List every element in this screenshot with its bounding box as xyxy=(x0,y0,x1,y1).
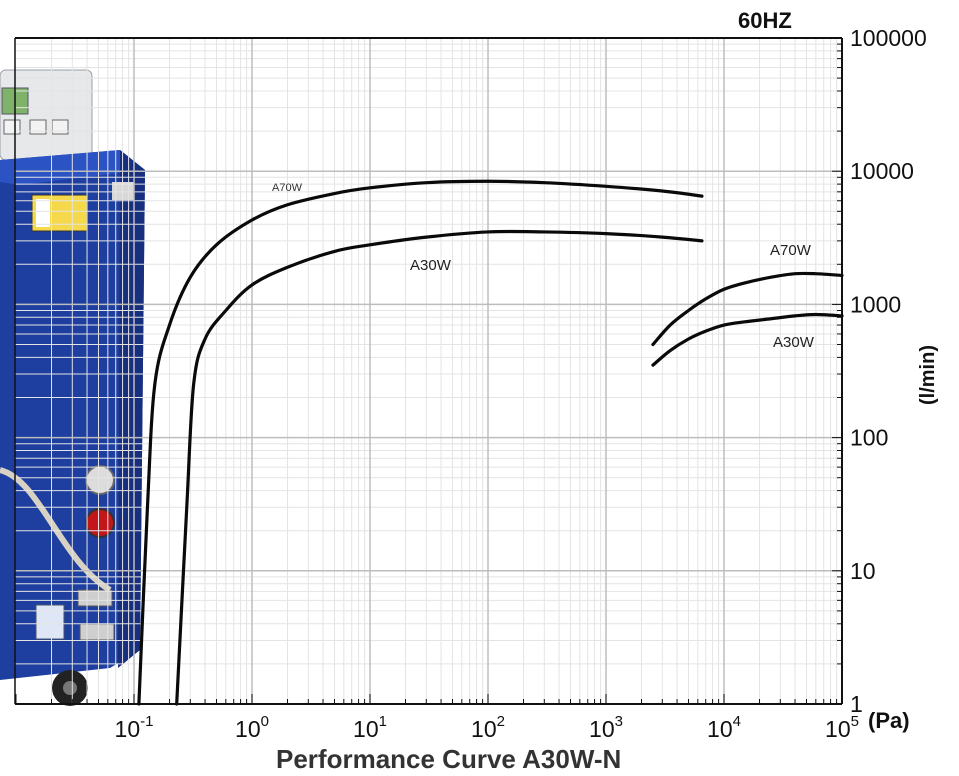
series-line-0-a70w xyxy=(137,179,704,706)
series-label-a30w-high: A30W xyxy=(773,334,815,351)
x-tick-label: 105 xyxy=(825,713,859,742)
series-label-a30w-low: A30W xyxy=(410,257,452,274)
x-tick-label: 104 xyxy=(707,713,741,742)
y-tick-label: 10 xyxy=(850,558,876,584)
chart-grid xyxy=(15,37,843,705)
x-tick-label: 103 xyxy=(589,713,623,742)
x-tick-label: 102 xyxy=(471,713,505,742)
y-tick-label: 100 xyxy=(850,425,888,451)
y-tick-label: 1 xyxy=(850,691,863,717)
y-axis-unit: (l/min) xyxy=(917,345,939,405)
series-label-a70w-low: A70W xyxy=(272,182,303,194)
x-axis-unit: (Pa) xyxy=(868,708,910,733)
series-line-2-a70w xyxy=(651,271,844,347)
y-tick-label: 100000 xyxy=(850,25,927,51)
frequency-label: 60HZ xyxy=(738,8,792,33)
chart-title: Performance Curve A30W-N xyxy=(276,744,621,774)
y-tick-label: 10000 xyxy=(850,158,914,184)
chart-series xyxy=(137,179,844,706)
series-label-a70w-high: A70W xyxy=(770,242,812,259)
series-line-3-a30w xyxy=(651,312,844,367)
x-tick-label: 101 xyxy=(353,713,387,742)
x-tick-label: 100 xyxy=(235,713,269,742)
series-line-1-a30w xyxy=(175,229,704,706)
y-tick-label: 1000 xyxy=(850,291,901,317)
x-tick-label: 10-1 xyxy=(115,713,154,742)
chart-axes xyxy=(14,37,843,705)
